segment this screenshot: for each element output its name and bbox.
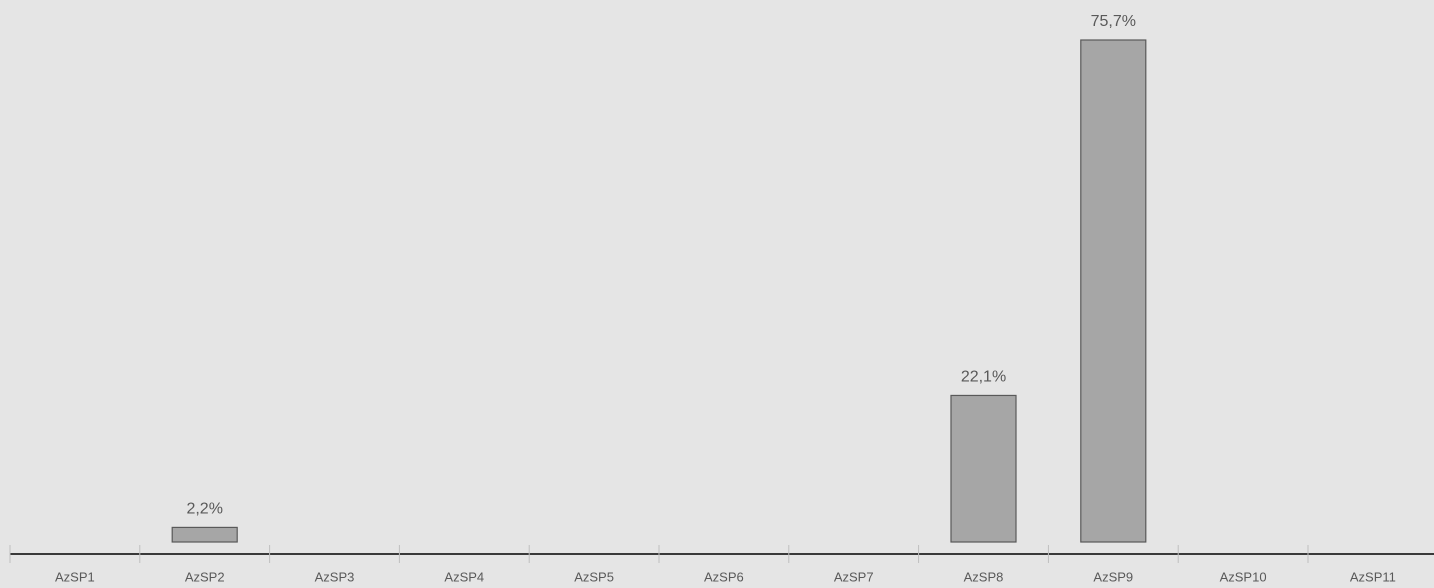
x-tick-label: AzSP4 (444, 569, 484, 584)
x-tick-label: AzSP10 (1220, 569, 1267, 584)
x-tick-label: AzSP9 (1093, 569, 1133, 584)
data-label: 22,1% (961, 369, 1006, 386)
bar (1080, 39, 1147, 543)
data-label: 75,7% (1091, 13, 1136, 30)
x-tick-label: AzSP6 (704, 569, 744, 584)
x-tick-label: AzSP2 (185, 569, 225, 584)
x-tick-label: AzSP1 (55, 569, 95, 584)
bar (171, 526, 238, 543)
x-tick-label: AzSP5 (574, 569, 614, 584)
x-tick-label: AzSP11 (1350, 569, 1396, 584)
x-tick-label: AzSP3 (315, 569, 355, 584)
x-tick-label: AzSP8 (964, 569, 1004, 584)
data-label: 2,2% (186, 501, 222, 518)
bar (950, 394, 1017, 543)
x-tick-label: AzSP7 (834, 569, 874, 584)
